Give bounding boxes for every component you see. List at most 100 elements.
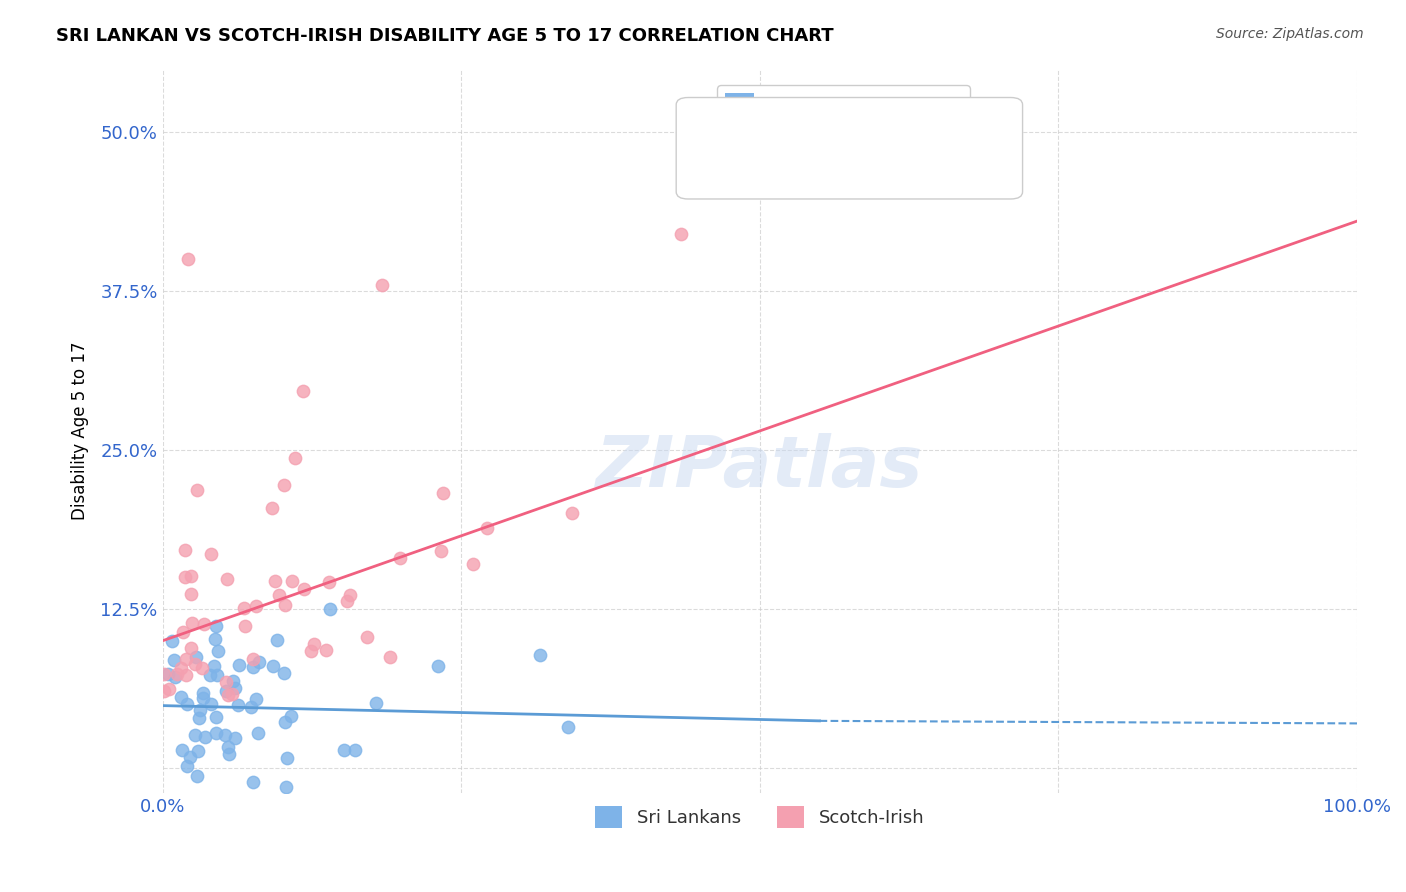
Point: [207, 644, 229, 658]
Point: [245, 692, 267, 706]
Point: [176, 759, 198, 773]
Point: [204, 619, 226, 633]
Point: [176, 652, 198, 666]
Point: [163, 653, 186, 667]
Point: [160, 634, 183, 648]
Point: [191, 686, 214, 700]
Point: [181, 615, 204, 630]
Point: [266, 633, 288, 648]
Text: SRI LANKAN VS SCOTCH-IRISH DISABILITY AGE 5 TO 17 CORRELATION CHART: SRI LANKAN VS SCOTCH-IRISH DISABILITY AG…: [56, 27, 834, 45]
Point: [186, 769, 208, 783]
Point: [179, 750, 201, 764]
Point: [561, 506, 583, 520]
Point: [669, 227, 692, 241]
Point: [356, 630, 378, 644]
Point: [172, 624, 194, 639]
Point: [427, 659, 450, 673]
Point: [226, 698, 249, 712]
Point: [174, 668, 197, 682]
Point: [186, 483, 208, 498]
Point: [217, 740, 239, 755]
Point: [299, 644, 322, 658]
Point: [202, 659, 225, 673]
Point: [242, 659, 264, 673]
Point: [191, 661, 214, 675]
Point: [170, 743, 193, 757]
Point: [260, 500, 283, 515]
Point: [214, 684, 236, 698]
Point: [274, 780, 297, 794]
Y-axis label: Disability Age 5 to 17: Disability Age 5 to 17: [72, 342, 89, 520]
Point: [205, 710, 228, 724]
Point: [194, 730, 217, 744]
Point: [304, 637, 326, 651]
Point: [153, 666, 176, 681]
Point: [529, 648, 551, 663]
Point: [319, 601, 342, 615]
Point: [228, 658, 250, 673]
Point: [280, 709, 302, 723]
Point: [174, 542, 197, 557]
Point: [273, 665, 295, 680]
Point: [215, 572, 238, 586]
Point: [200, 697, 222, 711]
Point: [174, 569, 197, 583]
Point: [204, 632, 226, 646]
Point: [318, 574, 340, 589]
Point: [315, 643, 337, 657]
Point: [557, 720, 579, 734]
Point: [221, 687, 243, 701]
Point: [157, 666, 180, 681]
Point: [274, 598, 297, 612]
Point: [339, 588, 361, 602]
Point: [191, 691, 214, 706]
Point: [371, 277, 394, 292]
Point: [247, 655, 270, 669]
Text: Source: ZipAtlas.com: Source: ZipAtlas.com: [1216, 27, 1364, 41]
Point: [245, 599, 267, 613]
Point: [204, 726, 226, 740]
Point: [432, 486, 454, 500]
Point: [184, 650, 207, 665]
Point: [214, 675, 236, 690]
Point: [188, 711, 211, 725]
Point: [224, 681, 246, 695]
Point: [430, 543, 453, 558]
Point: [463, 557, 485, 571]
Point: [187, 744, 209, 758]
Point: [343, 743, 366, 757]
Point: [239, 700, 262, 714]
Point: [332, 743, 354, 757]
Point: [269, 588, 291, 602]
Point: [263, 574, 285, 589]
Point: [292, 582, 315, 596]
Point: [388, 551, 411, 566]
Point: [218, 747, 240, 761]
Text: ZIPatlas: ZIPatlas: [596, 433, 924, 501]
Point: [217, 688, 239, 702]
Point: [292, 384, 315, 399]
Point: [221, 674, 243, 689]
Point: [477, 521, 499, 535]
Point: [274, 715, 297, 730]
Point: [176, 697, 198, 711]
Point: [184, 729, 207, 743]
Point: [157, 681, 180, 696]
Point: [163, 670, 186, 684]
Point: [214, 728, 236, 742]
Point: [152, 684, 174, 698]
Point: [205, 667, 228, 681]
Point: [188, 703, 211, 717]
Point: [366, 696, 388, 710]
Point: [169, 661, 191, 675]
Point: [180, 568, 202, 582]
Point: [170, 690, 193, 705]
Point: [177, 252, 200, 267]
FancyBboxPatch shape: [676, 97, 1022, 199]
Point: [198, 668, 221, 682]
Point: [281, 574, 304, 588]
Point: [242, 774, 264, 789]
Point: [233, 600, 256, 615]
Legend: Sri Lankans, Scotch-Irish: Sri Lankans, Scotch-Irish: [588, 798, 931, 835]
Point: [200, 547, 222, 561]
